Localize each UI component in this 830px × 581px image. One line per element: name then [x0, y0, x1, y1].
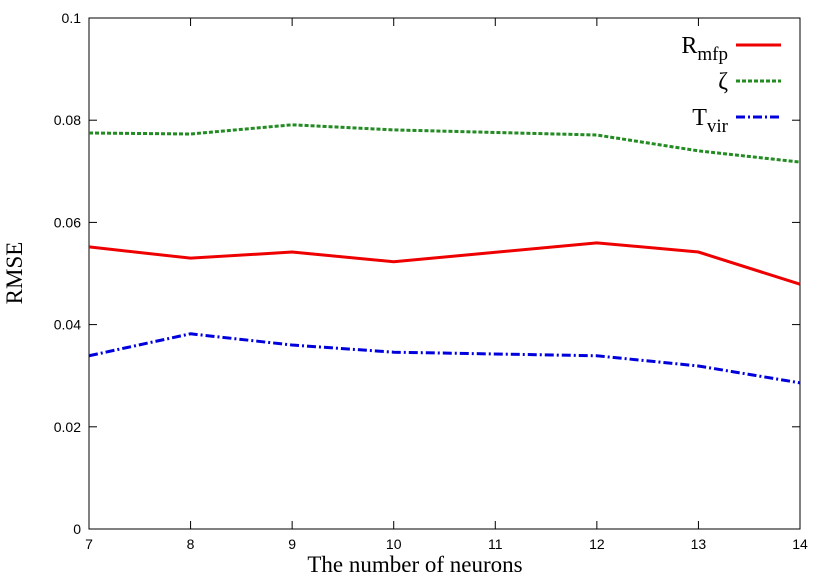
- legend-label: Rmfp: [681, 33, 728, 65]
- legend-label-main: ζ: [718, 69, 728, 95]
- x-tick-label: 12: [589, 536, 605, 552]
- legend-label: ζ: [718, 69, 728, 95]
- legend-label: Tvir: [692, 105, 728, 137]
- legend-label-subscript: vir: [707, 116, 729, 137]
- x-tick-label: 8: [187, 536, 195, 552]
- x-tick-label: 13: [691, 536, 707, 552]
- y-tick-label: 0: [73, 521, 81, 537]
- y-tick-label: 0.06: [54, 214, 81, 230]
- x-tick-label: 9: [288, 536, 296, 552]
- y-tick-label: 0.02: [54, 419, 81, 435]
- series-line: [88, 332, 801, 385]
- series-line: [88, 241, 801, 286]
- legend-label-main: R: [681, 33, 697, 59]
- y-axis-label: RMSE: [2, 242, 27, 305]
- y-tick-label: 0.04: [54, 317, 81, 333]
- x-axis-label: The number of neurons: [307, 552, 522, 577]
- x-tick-label: 10: [386, 536, 402, 552]
- x-tick-label: 14: [792, 536, 808, 552]
- y-tick-label: 0.1: [62, 10, 82, 26]
- plot-frame: [88, 17, 801, 530]
- x-tick-label: 7: [85, 536, 93, 552]
- legend-label-subscript: mfp: [697, 44, 728, 65]
- y-tick-label: 0.08: [54, 112, 81, 128]
- legend-label-main: T: [692, 105, 707, 131]
- x-tick-label: 11: [488, 536, 503, 552]
